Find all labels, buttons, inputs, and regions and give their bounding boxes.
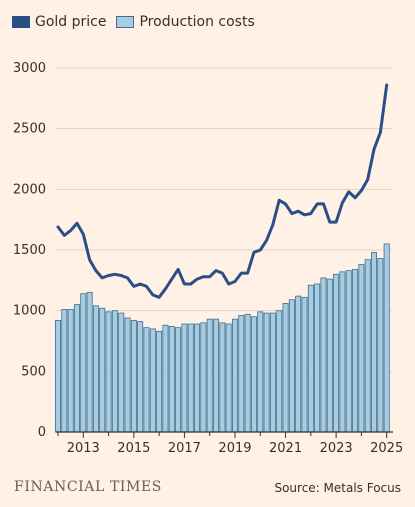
production-cost-bar xyxy=(250,316,257,433)
production-cost-bar xyxy=(156,330,163,433)
production-cost-bar xyxy=(187,323,194,433)
x-tick-label: 2021 xyxy=(269,441,302,456)
x-tick-label: 2023 xyxy=(320,441,353,456)
legend-item-gold-price: Gold price xyxy=(12,14,106,30)
legend-swatch-production-costs xyxy=(116,16,135,28)
production-cost-bar xyxy=(111,310,118,433)
production-cost-bar xyxy=(118,312,125,433)
production-cost-bar xyxy=(244,313,251,433)
gold-price-line-group xyxy=(56,83,389,299)
production-cost-bar xyxy=(288,299,295,433)
production-cost-bar xyxy=(194,323,201,433)
production-cost-bar xyxy=(339,271,346,433)
y-axis-tick-labels: 0 500 1000 1500 2000 2500 3000 xyxy=(13,61,46,440)
production-cost-bar xyxy=(143,327,150,433)
production-cost-bar xyxy=(149,328,156,433)
production-cost-bar xyxy=(276,310,283,433)
production-cost-bar xyxy=(92,305,99,433)
production-cost-bar xyxy=(345,270,352,433)
x-tick-label: 2019 xyxy=(218,441,251,456)
y-tick-label: 2500 xyxy=(13,122,46,137)
source-note: Source: Metals Focus xyxy=(274,481,401,495)
production-cost-bar xyxy=(352,269,359,433)
x-tick-label: 2013 xyxy=(67,441,100,456)
production-cost-bar xyxy=(219,322,226,433)
production-cost-bar xyxy=(364,259,371,433)
y-tick-label: 0 xyxy=(38,425,46,440)
production-cost-bar xyxy=(105,311,112,433)
y-tick-label: 3000 xyxy=(13,61,46,76)
production-cost-bar xyxy=(295,295,302,433)
production-cost-bar xyxy=(130,319,137,433)
production-cost-bar xyxy=(137,321,144,433)
legend-label-gold-price: Gold price xyxy=(35,14,107,30)
production-cost-bar xyxy=(168,326,175,433)
gold-price-line xyxy=(56,83,389,299)
production-cost-bar xyxy=(314,283,321,433)
production-cost-bar xyxy=(371,252,378,433)
production-costs-bars xyxy=(55,243,390,433)
y-tick-label: 500 xyxy=(21,364,46,379)
production-cost-bar xyxy=(333,273,340,433)
production-cost-bar xyxy=(200,322,207,433)
production-cost-bar xyxy=(282,302,289,433)
production-cost-bar xyxy=(181,323,188,433)
production-cost-bar xyxy=(301,296,308,433)
y-tick-label: 1000 xyxy=(13,304,46,319)
production-cost-bar xyxy=(320,277,327,433)
production-cost-bar xyxy=(206,318,213,433)
production-cost-bar xyxy=(67,309,74,433)
chart-legend: Gold price Production costs xyxy=(12,14,265,30)
production-cost-bar xyxy=(61,309,68,433)
x-tick-label: 2015 xyxy=(117,441,150,456)
production-cost-bar xyxy=(326,278,333,433)
production-cost-bar xyxy=(257,311,264,433)
production-cost-bar xyxy=(73,304,80,433)
production-cost-bar xyxy=(238,315,245,433)
x-tick-label: 2017 xyxy=(168,441,201,456)
production-cost-bar xyxy=(162,324,169,433)
production-cost-bar xyxy=(99,307,106,433)
production-cost-bar xyxy=(225,323,232,433)
production-cost-bar xyxy=(213,318,220,433)
production-cost-bar xyxy=(124,317,131,433)
production-cost-bar xyxy=(263,312,270,433)
production-cost-bar xyxy=(377,258,384,433)
production-cost-bar xyxy=(80,293,87,433)
legend-label-production-costs: Production costs xyxy=(139,14,255,30)
x-tick-label: 2025 xyxy=(370,441,403,456)
production-cost-bar xyxy=(269,312,276,433)
y-tick-label: 2000 xyxy=(13,182,46,197)
x-axis: 2013 2015 2017 2019 2021 2023 2025 xyxy=(56,431,403,456)
production-cost-bar xyxy=(175,327,182,433)
production-cost-bar xyxy=(55,319,61,433)
publisher-logo: FINANCIAL TIMES xyxy=(14,479,162,495)
legend-swatch-gold-price xyxy=(12,16,30,28)
production-cost-bar xyxy=(231,318,238,433)
legend-item-production-costs: Production costs xyxy=(116,14,255,30)
production-cost-bar xyxy=(358,264,365,433)
production-cost-bar xyxy=(383,243,390,433)
production-cost-bar xyxy=(86,292,93,433)
y-tick-label: 1500 xyxy=(13,243,46,258)
production-cost-bar xyxy=(307,284,314,433)
